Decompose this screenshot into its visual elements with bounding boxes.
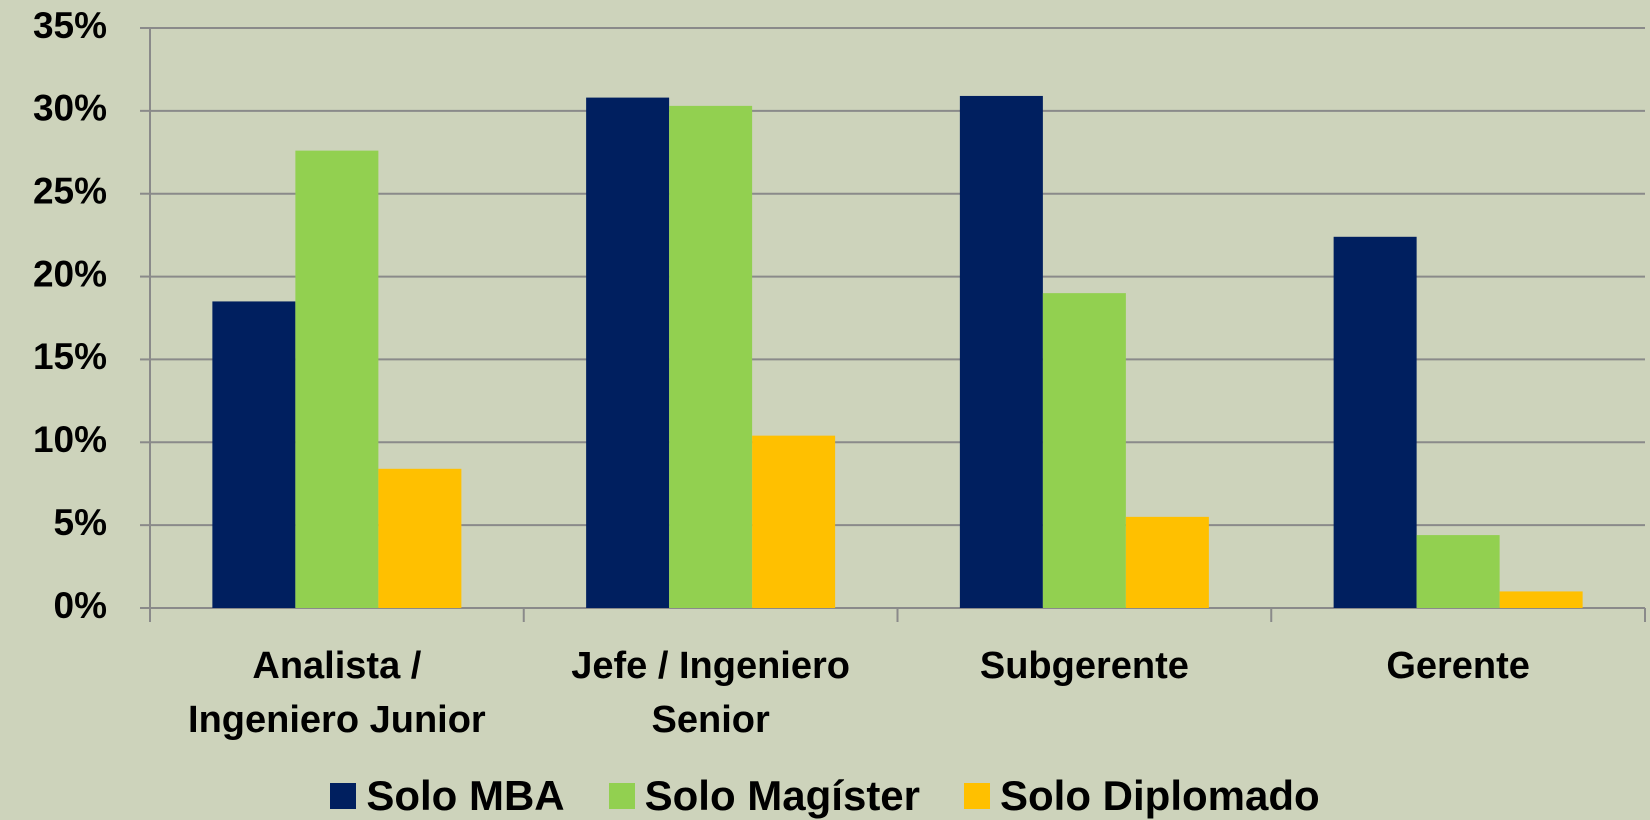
bar [295, 150, 379, 608]
x-tick-label: Jefe / Ingeniero Senior [571, 645, 850, 741]
bar [212, 301, 296, 608]
legend-item: Solo Diplomado [964, 772, 1320, 820]
x-tick-label: Analista / Ingeniero Junior [188, 645, 486, 741]
y-tick-label: 20% [33, 253, 107, 294]
y-tick-label: 0% [54, 585, 107, 626]
y-tick-label: 35% [33, 5, 107, 46]
bar [1042, 293, 1126, 608]
y-tick-label: 10% [33, 419, 107, 460]
bar [1125, 516, 1209, 608]
bar [1333, 236, 1417, 609]
bar [669, 105, 753, 608]
bar [1499, 591, 1583, 608]
legend-label: Solo MBA [366, 772, 565, 819]
bar [959, 95, 1043, 608]
y-tick-label: 30% [33, 88, 107, 129]
bar [1416, 535, 1500, 608]
x-tick-label: Gerente [1386, 645, 1530, 687]
legend-item: Solo MBA [330, 772, 565, 820]
legend-swatch [608, 783, 635, 809]
x-tick-label: Subgerente [979, 645, 1189, 687]
bar [752, 435, 836, 608]
y-tick-label: 5% [54, 502, 107, 543]
legend-swatch [964, 783, 991, 809]
bar [586, 97, 670, 608]
legend-label: Solo Diplomado [1000, 772, 1320, 819]
y-tick-label: 15% [33, 336, 107, 377]
legend-label: Solo Magíster [644, 772, 921, 819]
chart: 0% 5% 10% 15% 20% 25% 30% 35% [33, 5, 1646, 626]
bar [378, 468, 462, 608]
legend-item: Solo Magíster [608, 772, 921, 820]
legend: Solo MBA Solo Magíster Solo Diplomado [0, 772, 1650, 820]
y-tick-label: 25% [33, 170, 107, 211]
legend-swatch [330, 783, 357, 809]
